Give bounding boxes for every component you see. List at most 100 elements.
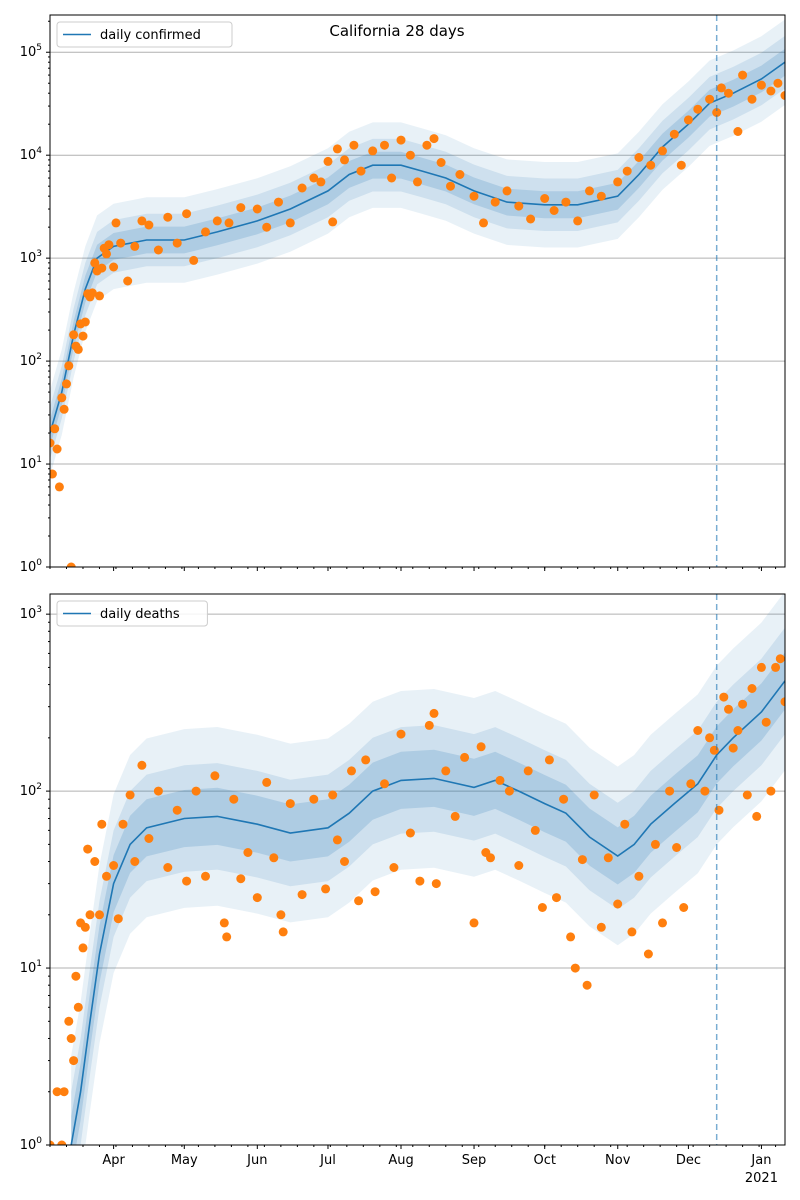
observed-point [589,790,599,800]
x-tick-label: May [171,1153,198,1168]
observed-point [285,799,295,809]
x-tick-label: Jun [246,1153,267,1168]
observed-point [52,1087,62,1097]
observed-point [182,876,192,886]
observed-point [469,191,479,201]
observed-point [544,755,554,765]
observed-point [201,227,210,237]
observed-point [627,927,637,937]
observed-point [229,794,239,804]
observed-point [83,844,93,854]
observed-point [347,766,356,776]
observed-point [243,848,253,857]
observed-point [59,404,69,414]
observed-point [210,771,220,781]
observed-point [109,861,119,870]
observed-point [328,217,338,227]
observed-point [596,922,606,932]
y-tick-label: 102 [20,782,42,799]
observed-point [540,194,550,203]
observed-point [349,140,359,150]
observed-point [332,835,342,845]
observed-point [766,86,776,96]
observed-point [634,871,644,881]
x-tick-label: Jan [750,1153,771,1168]
observed-point [455,170,465,179]
observed-point [495,775,505,785]
observed-point [182,209,192,219]
observed-point [596,191,606,201]
observed-point [780,91,785,100]
observed-point [577,855,587,865]
observed-point [189,255,199,265]
observed-point [64,1016,74,1026]
observed-point [172,238,182,248]
observed-point [747,94,757,104]
observed-point [747,684,757,693]
observed-point [672,843,682,852]
observed-point [613,899,623,909]
observed-point [756,662,766,672]
observed-point [316,177,326,187]
observed-point [321,884,331,894]
observed-point [69,1056,79,1066]
observed-point [479,218,488,228]
observed-point [78,943,88,953]
axes-frame [49,14,786,568]
x-tick-label: Apr [102,1153,125,1168]
observed-point [50,424,60,434]
observed-point [123,276,133,286]
observed-point [309,173,319,183]
observed-point [752,811,762,821]
observed-point [775,654,785,664]
legend-box [56,21,233,48]
legend-label: daily deaths [100,607,180,622]
observed-point [62,379,71,389]
observed-point [80,317,90,327]
observed-point [191,786,201,796]
observed-point [102,249,111,259]
observed-point [422,140,432,150]
x-tick-label: Oct [533,1153,555,1168]
observed-point [118,819,128,829]
observed-point [486,853,495,863]
observed-point [622,166,632,176]
observed-point [66,562,76,567]
observed-point [153,786,163,796]
observed-point [679,903,689,912]
observed-point [297,183,307,193]
observed-point [66,1034,76,1043]
observed-point [676,160,686,170]
observed-point [530,825,540,835]
observed-point [269,853,279,863]
observed-point [582,980,592,990]
observed-point [153,245,163,255]
confirmed-chart-panel: 100 101 102 103 104 105 daily confirmed [20,14,786,575]
observed-point [78,331,88,341]
x-tick-label: Nov [605,1153,631,1168]
observed-point [561,197,571,207]
observed-point [285,218,295,228]
observed-point [693,104,703,114]
observed-point [85,910,95,920]
observed-point [436,158,446,167]
observed-point [323,156,333,166]
uncertainty-band [50,35,785,460]
observed-point [429,708,439,718]
observed-point [262,777,272,787]
observed-point [57,393,67,403]
observed-point [57,1140,67,1145]
observed-point [405,150,415,160]
chart-title: California 28 days [329,22,464,40]
observed-point [361,755,371,765]
observed-point [537,903,547,912]
observed-point [603,853,613,863]
observed-point [780,697,785,707]
observed-point [738,699,748,709]
observed-point [90,258,100,268]
y-tick-label: 103 [20,605,42,622]
observed-point [634,153,644,162]
observed-point [54,482,64,492]
observed-point [73,344,83,354]
observed-point [712,108,722,117]
